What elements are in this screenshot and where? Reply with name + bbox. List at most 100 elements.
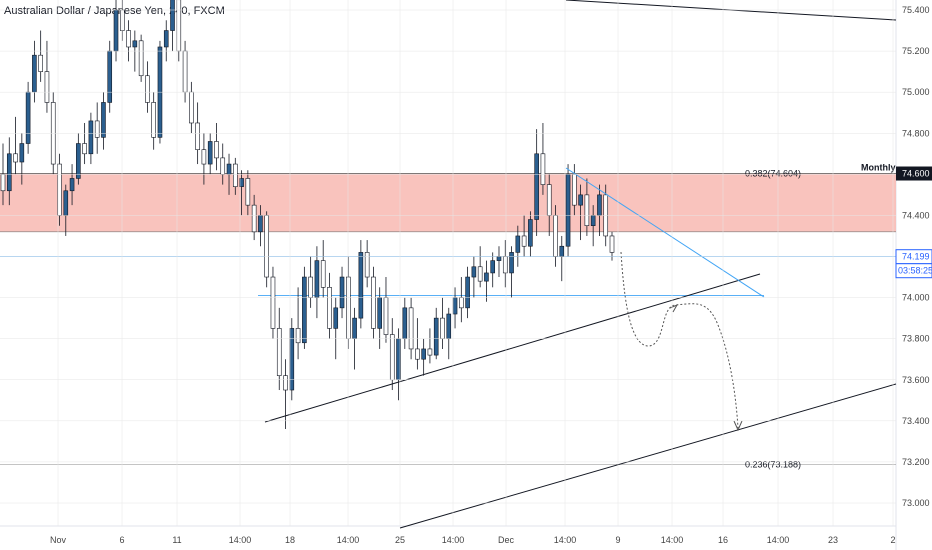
candle[interactable]	[477, 266, 483, 282]
candle[interactable]	[502, 256, 508, 274]
candle[interactable]	[214, 141, 219, 159]
candle[interactable]	[201, 149, 207, 165]
candle[interactable]	[389, 334, 395, 381]
candle[interactable]	[264, 215, 269, 278]
candle[interactable]	[138, 40, 144, 77]
candle[interactable]	[251, 204, 257, 233]
candle[interactable]	[364, 252, 370, 278]
candle[interactable]	[44, 71, 50, 103]
candle[interactable]	[163, 30, 169, 48]
candle[interactable]	[69, 178, 75, 192]
candle[interactable]	[258, 215, 263, 233]
candle[interactable]	[459, 297, 464, 309]
candle[interactable]	[528, 219, 533, 247]
candle[interactable]	[320, 260, 326, 288]
candle[interactable]	[107, 50, 113, 103]
candle[interactable]	[239, 178, 244, 187]
candle[interactable]	[113, 9, 119, 52]
candle[interactable]	[339, 276, 345, 309]
candle[interactable]	[76, 143, 81, 179]
candle[interactable]	[207, 141, 213, 165]
candle[interactable]	[88, 120, 94, 155]
candle[interactable]	[440, 317, 445, 339]
candle[interactable]	[119, 9, 125, 31]
candle[interactable]	[471, 266, 477, 278]
candle[interactable]	[132, 40, 138, 48]
candle[interactable]	[402, 307, 408, 339]
candle[interactable]	[289, 328, 295, 391]
candle[interactable]	[19, 143, 25, 163]
candle[interactable]	[496, 256, 502, 261]
candle[interactable]	[170, 0, 175, 31]
candle[interactable]	[308, 276, 313, 298]
candle[interactable]	[352, 317, 357, 339]
candle[interactable]	[145, 75, 150, 103]
candle[interactable]	[465, 276, 470, 309]
candle[interactable]	[565, 174, 571, 247]
candle[interactable]	[302, 276, 307, 344]
candle[interactable]	[220, 157, 226, 175]
candle[interactable]	[314, 260, 320, 298]
candle[interactable]	[182, 50, 188, 93]
candle[interactable]	[358, 252, 364, 319]
channel-trendline[interactable]	[399, 383, 897, 529]
candle[interactable]	[540, 153, 546, 185]
candle[interactable]	[578, 194, 583, 206]
candle[interactable]	[377, 297, 383, 329]
candle[interactable]	[101, 102, 106, 138]
candle[interactable]	[327, 287, 332, 329]
candle[interactable]	[270, 276, 276, 329]
candle[interactable]	[195, 122, 200, 150]
ascending-trendline[interactable]	[264, 273, 761, 423]
candle[interactable]	[427, 348, 433, 356]
candle[interactable]	[415, 348, 420, 360]
candle[interactable]	[333, 307, 339, 329]
candle[interactable]	[13, 153, 18, 163]
candle[interactable]	[126, 30, 131, 48]
candle[interactable]	[176, 0, 182, 52]
candle[interactable]	[452, 297, 458, 315]
candle[interactable]	[226, 163, 232, 175]
candle[interactable]	[0, 174, 6, 192]
candle[interactable]	[383, 297, 389, 335]
candle[interactable]	[151, 102, 156, 138]
candle[interactable]	[484, 272, 489, 282]
candle[interactable]	[63, 190, 69, 216]
candle[interactable]	[521, 235, 527, 247]
candle[interactable]	[245, 178, 251, 206]
candle[interactable]	[559, 245, 565, 257]
descending-blue-trendline[interactable]	[565, 167, 765, 298]
candle[interactable]	[82, 143, 87, 155]
candle[interactable]	[371, 276, 376, 329]
candle[interactable]	[609, 235, 615, 253]
candle[interactable]	[490, 260, 496, 274]
candle[interactable]	[32, 54, 37, 93]
candle[interactable]	[572, 174, 577, 206]
candle[interactable]	[38, 54, 43, 72]
candle[interactable]	[597, 194, 602, 216]
candle[interactable]	[584, 194, 590, 226]
candle[interactable]	[509, 252, 514, 274]
candle[interactable]	[433, 317, 439, 356]
candle[interactable]	[408, 307, 414, 350]
candle[interactable]	[276, 328, 282, 376]
candle[interactable]	[346, 276, 351, 339]
candle[interactable]	[421, 348, 426, 360]
candle[interactable]	[515, 235, 521, 253]
resistance-zone[interactable]	[0, 173, 896, 232]
candle[interactable]	[295, 328, 301, 344]
candle[interactable]	[590, 215, 596, 226]
price-axis[interactable]: 75.40075.20075.00074.80074.60074.40074.2…	[0, 5, 930, 508]
projected-path-arrow[interactable]	[620, 251, 739, 429]
candle[interactable]	[189, 91, 194, 124]
candle[interactable]	[25, 91, 31, 144]
candle[interactable]	[94, 120, 100, 138]
candle[interactable]	[534, 153, 539, 220]
candle[interactable]	[446, 313, 452, 339]
candle[interactable]	[283, 375, 288, 391]
time-axis[interactable]: Nov 6 11 14:00 18 14:00 25 14:00 Dec 14:00 9 14:00 1…	[50, 0, 896, 545]
candle[interactable]	[546, 184, 552, 216]
candle[interactable]	[232, 163, 238, 187]
candle[interactable]	[553, 215, 558, 257]
